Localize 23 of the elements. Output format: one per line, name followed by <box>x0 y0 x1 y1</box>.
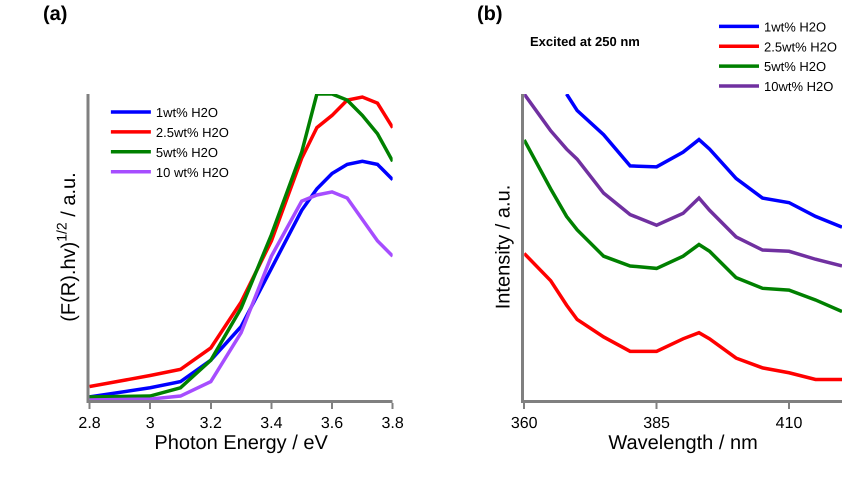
x-tick-label: 3.6 <box>320 415 344 432</box>
x-tick-label: 2.8 <box>78 415 101 432</box>
text: Excited at 250 nm <box>530 34 640 49</box>
legend-label: 10 wt% H2O <box>156 164 229 180</box>
x-tick-label: 410 <box>776 415 802 432</box>
x-tick-label: 3 <box>146 415 155 432</box>
x-tick-label: 3.2 <box>200 415 222 432</box>
legend-label: 5wt% H2O <box>764 59 826 74</box>
x-tick-label: 3.4 <box>260 415 283 432</box>
legend-label: 1wt% H2O <box>764 19 826 34</box>
legend-label: 10wt% H2O <box>764 79 834 94</box>
x-tick-label: 360 <box>510 415 538 432</box>
legend-label: 2.5wt% H2O <box>156 124 229 140</box>
legend-label: 2.5wt% H2O <box>764 39 837 54</box>
legend-label: 5wt% H2O <box>156 144 218 160</box>
x-tick-label: 3.8 <box>382 415 404 432</box>
x-axis-title: Wavelength / nm <box>608 432 758 454</box>
chart-title: (a) <box>43 3 68 25</box>
legend-label: 1wt% H2O <box>156 105 218 120</box>
x-axis-title: Photon Energy / eV <box>154 432 328 454</box>
x-tick-label: 385 <box>643 415 670 432</box>
y-axis-title: Intensity / a.u. <box>492 184 515 310</box>
chart-title: (b) <box>477 3 503 25</box>
